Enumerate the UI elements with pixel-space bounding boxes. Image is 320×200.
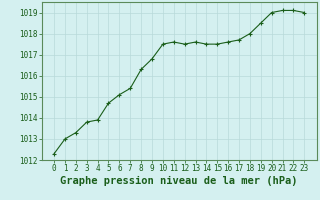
X-axis label: Graphe pression niveau de la mer (hPa): Graphe pression niveau de la mer (hPa) bbox=[60, 176, 298, 186]
